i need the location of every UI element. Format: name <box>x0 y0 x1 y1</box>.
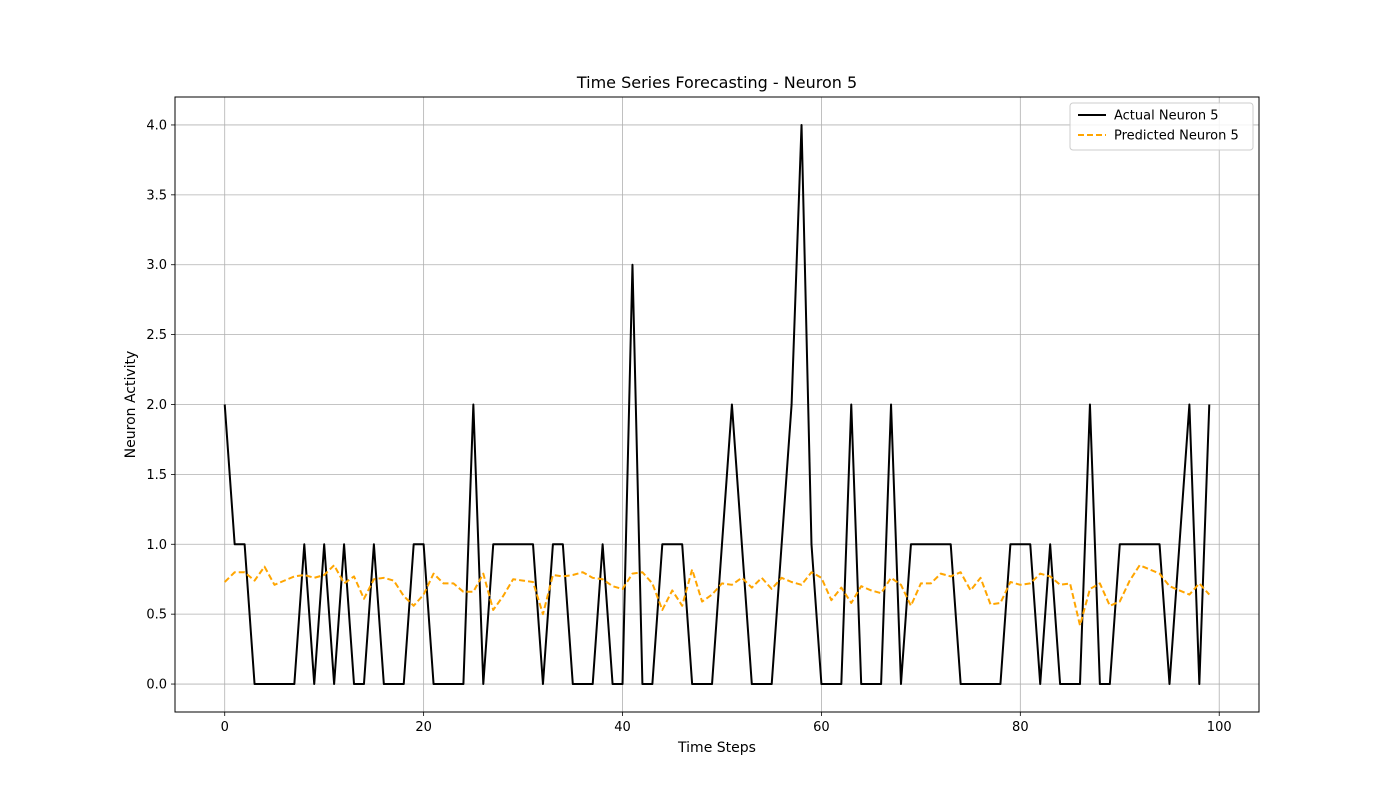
x-tick-label: 60 <box>813 720 830 735</box>
x-tick-label: 100 <box>1207 720 1232 735</box>
legend-box <box>1069 102 1254 151</box>
legend-label-predicted: Predicted Neuron 5 <box>1114 129 1239 144</box>
x-tick-label: 20 <box>415 720 432 735</box>
y-tick-label: 4.0 <box>146 118 167 133</box>
y-tick-label: 1.5 <box>146 468 167 483</box>
y-tick-label: 0.5 <box>146 608 167 623</box>
y-tick-label: 0.0 <box>146 678 167 693</box>
axis-ticks: 0 20 40 60 80 100 0.0 0.5 1.0 1.5 2.0 2.5 3.0 3.5 4.0 <box>146 118 1231 735</box>
grid-lines <box>175 97 1259 712</box>
x-tick-label: 40 <box>614 720 631 735</box>
actual-series-line <box>223 123 1211 686</box>
legend-label-actual: Actual Neuron 5 <box>1114 109 1218 124</box>
y-tick-label: 3.0 <box>146 258 167 273</box>
x-axis-label: Time Steps <box>677 740 756 756</box>
chart-legend: Actual Neuron 5 Predicted Neuron 5 <box>1069 102 1254 151</box>
series-lines <box>223 123 1211 686</box>
y-tick-label: 2.5 <box>146 328 167 343</box>
y-tick-label: 3.5 <box>146 188 167 203</box>
y-axis-label: Neuron Activity <box>123 351 139 459</box>
x-tick-label: 0 <box>221 720 229 735</box>
x-tick-label: 80 <box>1012 720 1029 735</box>
chart-title: Time Series Forecasting - Neuron 5 <box>576 73 857 92</box>
y-tick-label: 2.0 <box>146 398 167 413</box>
y-tick-label: 1.0 <box>146 538 167 553</box>
predicted-series-line <box>224 564 1211 627</box>
